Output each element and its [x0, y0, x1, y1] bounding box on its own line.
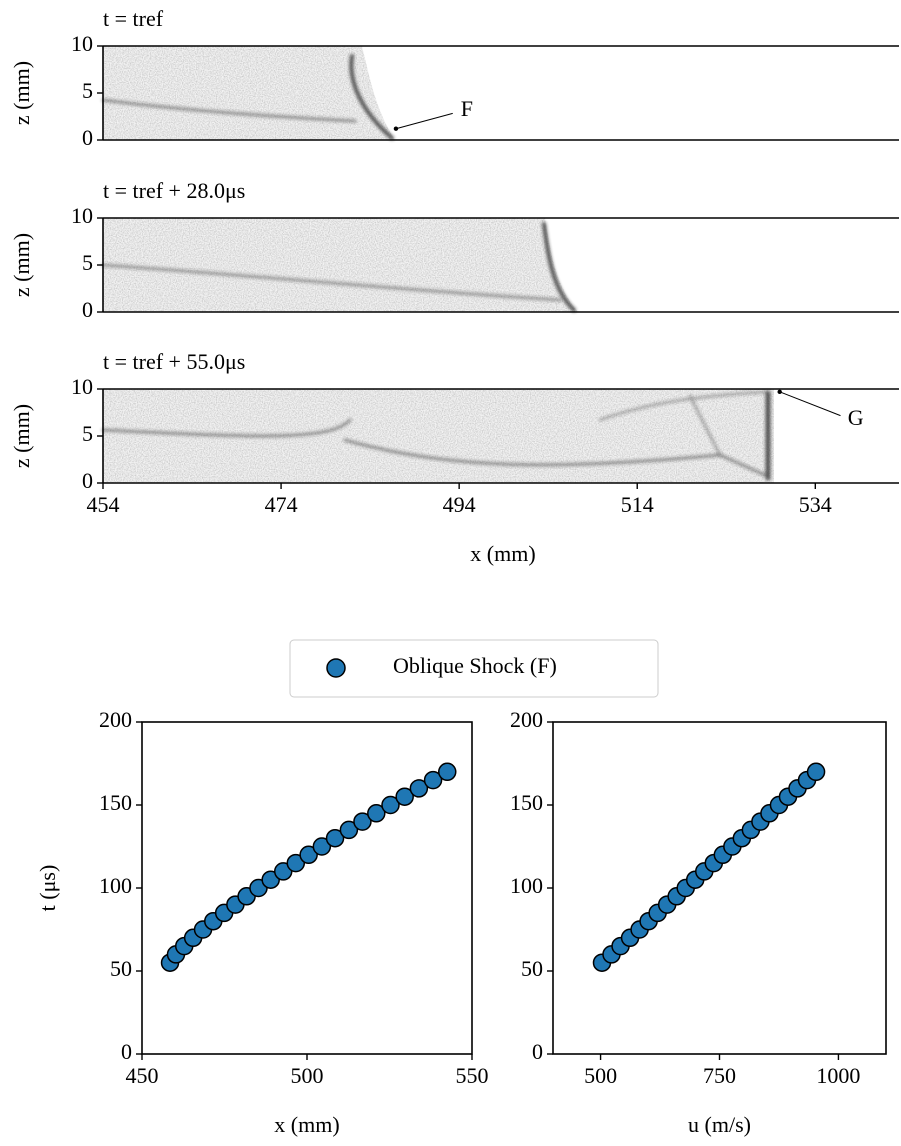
y-axis-label: t (μs) [35, 865, 60, 912]
y-tick-label: 5 [82, 78, 93, 103]
point [325, 828, 345, 848]
y-tick-label: 10 [71, 31, 93, 56]
x-tick-label: 500 [584, 1063, 617, 1088]
point [409, 779, 429, 798]
y-axis-label: z (mm) [9, 61, 34, 125]
y-tick-label: 10 [71, 374, 93, 399]
legend: Oblique Shock (F) [289, 639, 659, 698]
x-tick-label: 550 [456, 1063, 489, 1088]
y-tick-label: 0 [532, 1039, 543, 1064]
annotation-label: G [848, 405, 864, 430]
y-axis-label: z (mm) [9, 404, 34, 468]
y-tick-label: 200 [510, 707, 543, 732]
schlieren-1 [101, 46, 395, 140]
y-tick-label: 0 [82, 468, 93, 493]
y-tick-label: 200 [99, 707, 132, 732]
annotation-arrow [395, 112, 453, 130]
point [395, 787, 414, 806]
y-axis-label: z (mm) [9, 233, 34, 297]
x-axis-label: u (m/s) [688, 1112, 751, 1137]
y-tick-label: 10 [71, 203, 93, 228]
x-tick-label: 450 [126, 1063, 159, 1088]
x-tick-label: 454 [87, 492, 120, 517]
y-tick-label: 100 [510, 873, 543, 898]
panel-title: t = tref + 55.0μs [103, 349, 245, 374]
y-tick-label: 0 [82, 125, 93, 150]
y-tick-label: 50 [110, 956, 132, 981]
x-tick-label: 514 [621, 492, 654, 517]
y-tick-label: 5 [82, 250, 93, 275]
x-tick-label: 500 [291, 1063, 324, 1088]
legend-label: Oblique Shock (F) [393, 653, 557, 678]
annotation-arrow [779, 391, 841, 417]
point [381, 795, 400, 815]
y-tick-label: 0 [82, 297, 93, 322]
point [353, 812, 372, 831]
annotation-label: F [461, 96, 473, 121]
point [299, 845, 318, 865]
point [806, 762, 826, 782]
plot-frame [552, 721, 887, 1055]
point [367, 804, 386, 823]
y-tick-label: 5 [82, 421, 93, 446]
x-tick-label: 494 [443, 492, 476, 517]
x-tick-label: 474 [265, 492, 298, 517]
y-tick-label: 0 [121, 1039, 132, 1064]
schlieren-2 [101, 218, 578, 312]
point [286, 853, 306, 873]
point [423, 770, 443, 790]
point [312, 837, 332, 856]
schlieren-3 [101, 389, 774, 483]
x-tick-label: 750 [703, 1063, 736, 1088]
panel-title: t = tref + 28.0μs [103, 178, 245, 203]
y-tick-label: 150 [510, 790, 543, 815]
legend-marker [326, 658, 346, 678]
x-tick-label: 534 [799, 492, 832, 517]
panel-title: t = tref [103, 6, 164, 31]
legend-box [289, 639, 659, 698]
point [339, 820, 359, 840]
x-axis-label: x (mm) [470, 541, 535, 566]
y-tick-label: 150 [99, 790, 132, 815]
x-tick-label: 1000 [816, 1063, 860, 1088]
y-tick-label: 50 [521, 956, 543, 981]
plot-frame [141, 721, 473, 1055]
x-axis-label: x (mm) [274, 1112, 339, 1137]
point [438, 762, 457, 782]
y-tick-label: 100 [99, 873, 132, 898]
